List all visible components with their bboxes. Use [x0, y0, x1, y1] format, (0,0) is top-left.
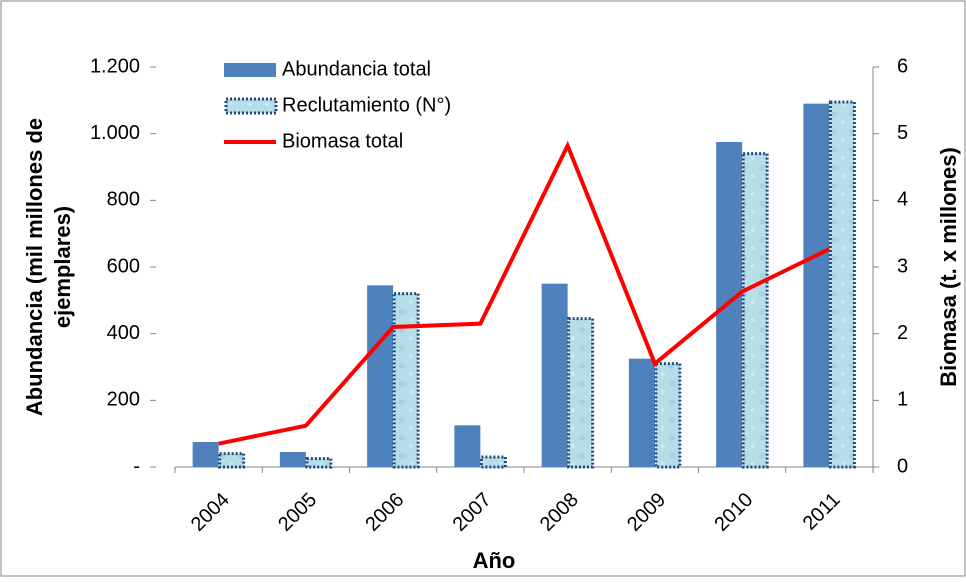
bar — [654, 362, 682, 469]
legend-label: Biomasa total — [282, 130, 403, 152]
line — [218, 140, 831, 446]
bar — [541, 283, 568, 467]
bar — [192, 442, 219, 467]
y-tick-label: 800 — [107, 189, 140, 211]
bar — [479, 455, 507, 469]
bar — [803, 103, 830, 468]
y2-axis-title: Biomasa (t. x millones) — [936, 147, 961, 387]
y-axis-title: ejemplares) — [50, 206, 75, 328]
legend-label: Abundancia total — [282, 58, 431, 80]
y2-tick-label: 1 — [897, 389, 908, 411]
y2-tick-label: 6 — [897, 55, 908, 77]
bar — [741, 152, 769, 469]
y-tick-label: 1.200 — [90, 55, 140, 77]
y2-tick-label: 5 — [897, 122, 908, 144]
bar — [454, 425, 481, 467]
bar — [279, 452, 306, 467]
y-tick-label: 200 — [107, 389, 140, 411]
bar — [305, 457, 333, 469]
y-tick-label: 600 — [107, 255, 140, 277]
legend-swatch — [224, 97, 278, 115]
y2-tick-label: 3 — [897, 255, 908, 277]
bar — [392, 292, 420, 469]
bar — [828, 100, 856, 469]
y-axis-title: Abundancia (mil millones de — [22, 118, 47, 416]
y2-tick-label: 2 — [897, 322, 908, 344]
legend-label: Reclutamiento (N°) — [282, 94, 451, 116]
y2-tick-label: 0 — [897, 455, 908, 477]
bar — [218, 452, 246, 469]
bar — [567, 317, 595, 469]
y-tick-label: 1.000 — [90, 122, 140, 144]
y-tick-label: - — [133, 455, 140, 477]
x-axis-title: Año — [473, 548, 516, 573]
y-tick-label: 400 — [107, 322, 140, 344]
y2-tick-label: 4 — [897, 189, 908, 211]
bar — [367, 285, 394, 467]
bar — [628, 358, 655, 467]
legend-swatch — [224, 63, 276, 77]
